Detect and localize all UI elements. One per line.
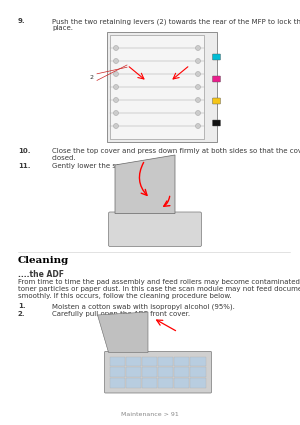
Circle shape — [113, 110, 119, 116]
Circle shape — [113, 97, 119, 102]
Bar — [174, 378, 189, 388]
Bar — [158, 378, 173, 388]
FancyBboxPatch shape — [212, 76, 220, 82]
Bar — [158, 367, 173, 377]
FancyBboxPatch shape — [212, 54, 220, 60]
Circle shape — [196, 71, 200, 76]
Bar — [126, 378, 141, 388]
Text: ....the ADF: ....the ADF — [18, 270, 64, 279]
Text: Gently lower the scanner.: Gently lower the scanner. — [52, 163, 142, 169]
Text: From time to time the pad assembly and feed rollers may become contaminated with: From time to time the pad assembly and f… — [18, 279, 300, 285]
Text: Carefully pull open the ADF front cover.: Carefully pull open the ADF front cover. — [52, 311, 190, 317]
Text: place.: place. — [52, 25, 73, 31]
Bar — [174, 367, 189, 377]
Text: Moisten a cotton swab with isopropyl alcohol (95%).: Moisten a cotton swab with isopropyl alc… — [52, 303, 235, 309]
Circle shape — [196, 97, 200, 102]
Bar — [190, 378, 206, 388]
FancyBboxPatch shape — [212, 98, 220, 104]
Circle shape — [113, 59, 119, 63]
Circle shape — [113, 85, 119, 90]
Circle shape — [196, 124, 200, 128]
Bar — [126, 357, 141, 366]
Bar — [110, 367, 125, 377]
Bar — [110, 35, 204, 139]
Circle shape — [196, 59, 200, 63]
Bar — [142, 357, 157, 366]
Circle shape — [113, 71, 119, 76]
Circle shape — [196, 85, 200, 90]
Bar — [107, 32, 217, 142]
FancyBboxPatch shape — [109, 212, 202, 246]
Circle shape — [113, 124, 119, 128]
Bar — [142, 367, 157, 377]
Text: 2.: 2. — [18, 311, 26, 317]
Text: 2: 2 — [90, 75, 94, 79]
Bar — [142, 378, 157, 388]
Bar — [110, 357, 125, 366]
Text: 11.: 11. — [18, 163, 31, 169]
Bar — [174, 357, 189, 366]
Bar — [190, 357, 206, 366]
Circle shape — [113, 45, 119, 51]
Text: Close the top cover and press down firmly at both sides so that the cover latche: Close the top cover and press down firml… — [52, 148, 300, 154]
Text: 1.: 1. — [18, 303, 26, 309]
FancyBboxPatch shape — [104, 351, 212, 393]
Text: 9.: 9. — [18, 18, 26, 24]
Text: Cleaning: Cleaning — [18, 256, 69, 265]
Text: closed.: closed. — [52, 155, 76, 161]
Polygon shape — [115, 155, 175, 213]
Bar — [158, 357, 173, 366]
Bar — [126, 367, 141, 377]
Text: 10.: 10. — [18, 148, 31, 154]
Text: Push the two retaining levers (2) towards the rear of the MFP to lock the fuser : Push the two retaining levers (2) toward… — [52, 18, 300, 25]
Text: toner particles or paper dust. In this case the scan module may not feed documen: toner particles or paper dust. In this c… — [18, 286, 300, 292]
FancyBboxPatch shape — [212, 120, 220, 126]
Circle shape — [196, 45, 200, 51]
Bar — [190, 367, 206, 377]
Text: smoothly. If this occurs, follow the cleaning procedure below.: smoothly. If this occurs, follow the cle… — [18, 293, 232, 299]
Circle shape — [196, 110, 200, 116]
Polygon shape — [98, 312, 148, 352]
Text: Maintenance > 91: Maintenance > 91 — [121, 412, 179, 417]
Bar — [110, 378, 125, 388]
